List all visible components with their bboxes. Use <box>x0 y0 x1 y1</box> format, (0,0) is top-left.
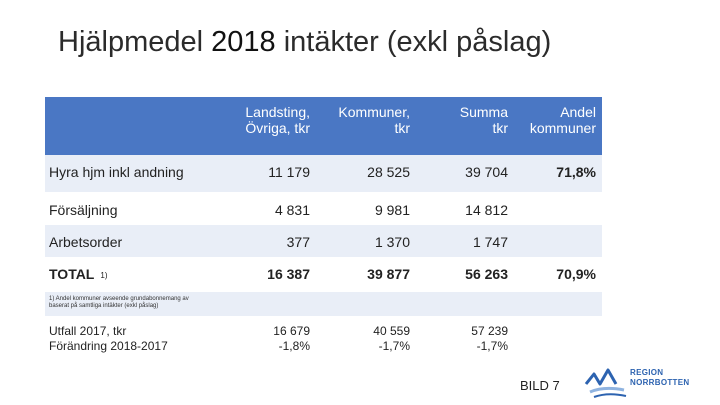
footnote-band <box>45 292 602 316</box>
comparison-summa-change: -1,7% <box>476 339 508 353</box>
row-band-hyra <box>45 155 602 192</box>
value-hyra-andel: 71,8% <box>556 164 596 180</box>
row-label-total: TOTAL 1) <box>49 266 108 282</box>
comparison-label-line2: Förändring 2018-2017 <box>49 339 168 353</box>
value-arbetsorder-landsting: 377 <box>286 234 310 250</box>
row-label-hyra: Hyra hjm inkl andning <box>49 164 184 180</box>
comparison-kommuner: 40 559 -1,7% <box>373 324 410 354</box>
row-label-forsaljning: Försäljning <box>49 202 118 218</box>
header-landsting-line2: Övriga, tkr <box>245 120 310 137</box>
comparison-landsting: 16 679 -1,8% <box>273 324 310 354</box>
header-summa-line2: tkr <box>492 120 508 137</box>
value-total-andel: 70,9% <box>556 266 596 282</box>
title-suffix: intäkter (exkl påslag) <box>275 26 552 58</box>
comparison-kommuner-change: -1,7% <box>378 339 410 353</box>
row-band-arbetsorder <box>45 225 602 257</box>
header-landsting: Landsting, Övriga, tkr <box>245 104 310 136</box>
header-landsting-line1: Landsting, <box>245 104 310 120</box>
logo-mark-icon <box>584 368 627 398</box>
comparison-label-line1: Utfall 2017, tkr <box>49 324 127 338</box>
value-total-summa: 56 263 <box>465 266 508 282</box>
slide-title: Hjälpmedel 2018 intäkter (exkl påslag) <box>58 26 551 59</box>
comparison-label: Utfall 2017, tkr Förändring 2018-2017 <box>49 324 168 354</box>
header-summa-line1: Summa <box>459 104 508 120</box>
header-andel: Andel kommuner <box>530 104 596 136</box>
value-hyra-summa: 39 704 <box>465 164 508 180</box>
total-footnote-marker: 1) <box>100 270 108 280</box>
header-kommuner: Kommuner, tkr <box>338 104 410 136</box>
title-year: 2018 <box>211 26 276 58</box>
value-total-landsting: 16 387 <box>267 266 310 282</box>
header-kommuner-line2: tkr <box>394 120 410 137</box>
footnote: 1) Andel kommuner avseende grundabonnema… <box>49 296 189 310</box>
footnote-line1: 1) Andel kommuner avseende grundabonnema… <box>49 296 189 302</box>
value-forsaljning-summa: 14 812 <box>465 202 508 218</box>
comparison-kommuner-value: 40 559 <box>373 324 410 338</box>
logo-line1: REGION <box>630 368 664 377</box>
logo-line2: NORRBOTTEN <box>630 378 690 387</box>
comparison-landsting-change: -1,8% <box>278 339 310 353</box>
header-kommuner-line1: Kommuner, <box>338 104 410 120</box>
region-norrbotten-logo: REGION NORRBOTTEN <box>584 360 714 400</box>
comparison-summa-value: 57 239 <box>471 324 508 338</box>
table-header-background <box>45 97 602 155</box>
row-label-arbetsorder: Arbetsorder <box>49 234 123 250</box>
comparison-summa: 57 239 -1,7% <box>471 324 508 354</box>
value-forsaljning-kommuner: 9 981 <box>374 202 410 218</box>
header-andel-line2: kommuner <box>529 120 596 137</box>
header-summa: Summa tkr <box>460 104 508 136</box>
value-hyra-landsting: 11 179 <box>268 164 310 180</box>
header-andel-line1: Andel <box>560 104 596 120</box>
comparison-landsting-value: 16 679 <box>273 324 310 338</box>
page-label: BILD 7 <box>520 378 560 393</box>
value-hyra-kommuner: 28 525 <box>367 164 410 180</box>
total-label: TOTAL <box>49 266 95 282</box>
value-total-kommuner: 39 877 <box>367 266 410 282</box>
value-arbetsorder-summa: 1 747 <box>472 234 508 250</box>
footnote-line2: baserat på samtliga intäkter (exkl påsla… <box>49 303 159 310</box>
value-arbetsorder-kommuner: 1 370 <box>374 234 410 250</box>
value-forsaljning-landsting: 4 831 <box>274 202 310 218</box>
title-prefix: Hjälpmedel <box>58 26 212 58</box>
